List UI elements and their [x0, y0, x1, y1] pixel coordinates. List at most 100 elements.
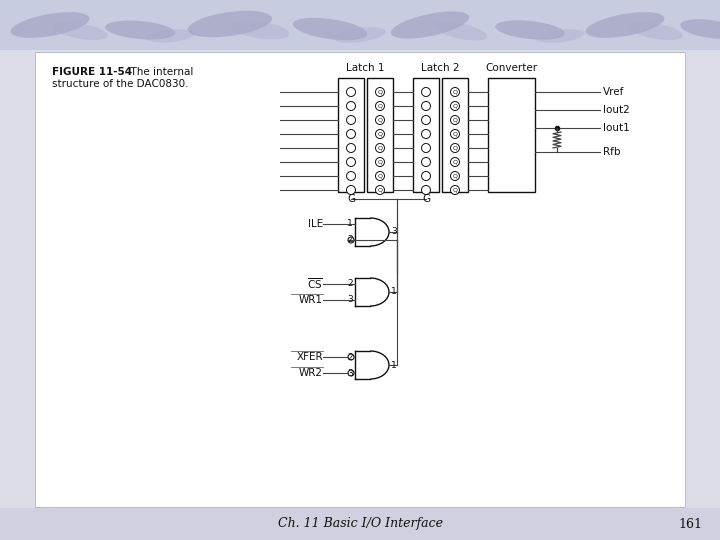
- Text: Q: Q: [377, 90, 382, 94]
- Ellipse shape: [421, 130, 431, 138]
- Text: structure of the DAC0830.: structure of the DAC0830.: [52, 79, 189, 89]
- Text: ILE: ILE: [307, 219, 323, 229]
- Text: 2: 2: [347, 280, 353, 288]
- Ellipse shape: [376, 158, 384, 166]
- Ellipse shape: [451, 144, 459, 152]
- Text: Q: Q: [452, 145, 457, 151]
- Ellipse shape: [451, 130, 459, 138]
- Ellipse shape: [11, 12, 89, 38]
- Bar: [35, 52, 685, 507]
- Ellipse shape: [451, 116, 459, 125]
- Text: 2: 2: [347, 235, 353, 245]
- Ellipse shape: [421, 158, 431, 166]
- Text: 1: 1: [391, 361, 397, 369]
- Bar: [488, 78, 535, 192]
- Ellipse shape: [719, 28, 720, 42]
- Text: Latch 2: Latch 2: [421, 63, 460, 73]
- Text: Q: Q: [377, 159, 382, 165]
- Text: WR2: WR2: [299, 368, 323, 378]
- Ellipse shape: [421, 87, 431, 97]
- Ellipse shape: [346, 144, 356, 152]
- Text: Iout1: Iout1: [603, 123, 630, 133]
- Ellipse shape: [230, 21, 289, 39]
- Text: The internal: The internal: [124, 67, 194, 77]
- Ellipse shape: [346, 87, 356, 97]
- Ellipse shape: [421, 116, 431, 125]
- Ellipse shape: [451, 172, 459, 180]
- Bar: [367, 78, 393, 192]
- Ellipse shape: [346, 102, 356, 111]
- Ellipse shape: [391, 11, 469, 38]
- Ellipse shape: [376, 172, 384, 180]
- Text: Q: Q: [377, 132, 382, 137]
- Ellipse shape: [346, 130, 356, 138]
- Ellipse shape: [627, 22, 683, 40]
- Ellipse shape: [376, 102, 384, 111]
- Text: WR1: WR1: [299, 295, 323, 305]
- Ellipse shape: [495, 21, 564, 39]
- Ellipse shape: [346, 116, 356, 125]
- Ellipse shape: [346, 186, 356, 194]
- Text: Q: Q: [377, 145, 382, 151]
- Text: FIGURE 11-54: FIGURE 11-54: [52, 67, 132, 77]
- Ellipse shape: [421, 102, 431, 111]
- Text: Q: Q: [377, 104, 382, 109]
- Text: Q: Q: [377, 173, 382, 179]
- Ellipse shape: [585, 12, 665, 38]
- Text: Q: Q: [452, 132, 457, 137]
- Ellipse shape: [421, 144, 431, 152]
- Text: 3: 3: [347, 295, 353, 305]
- Text: Ch. 11 Basic I/O Interface: Ch. 11 Basic I/O Interface: [277, 517, 443, 530]
- Ellipse shape: [346, 158, 356, 166]
- Text: $\overline{\mathrm{CS}}$: $\overline{\mathrm{CS}}$: [307, 276, 323, 292]
- Ellipse shape: [451, 87, 459, 97]
- Text: Q: Q: [452, 104, 457, 109]
- Text: Q: Q: [452, 90, 457, 94]
- Ellipse shape: [680, 19, 720, 39]
- Bar: [413, 78, 439, 192]
- Ellipse shape: [53, 22, 107, 40]
- Text: Q: Q: [452, 173, 457, 179]
- Text: Q: Q: [377, 187, 382, 192]
- Ellipse shape: [188, 11, 272, 37]
- Ellipse shape: [433, 22, 487, 40]
- Ellipse shape: [376, 116, 384, 125]
- Ellipse shape: [376, 186, 384, 194]
- Bar: [0, 508, 720, 540]
- Ellipse shape: [376, 144, 384, 152]
- Text: 3: 3: [347, 368, 353, 377]
- Ellipse shape: [421, 186, 431, 194]
- Ellipse shape: [376, 130, 384, 138]
- Circle shape: [348, 237, 354, 243]
- Text: G: G: [422, 194, 430, 204]
- Text: 1: 1: [347, 219, 353, 228]
- Text: Latch 1: Latch 1: [346, 63, 384, 73]
- Ellipse shape: [451, 158, 459, 166]
- Bar: [442, 78, 468, 192]
- Bar: [338, 78, 364, 192]
- Text: Vref: Vref: [603, 87, 624, 97]
- Bar: [0, 0, 720, 50]
- Text: Q: Q: [452, 187, 457, 192]
- Ellipse shape: [334, 27, 386, 43]
- Text: Q: Q: [377, 118, 382, 123]
- Ellipse shape: [451, 102, 459, 111]
- Text: 3: 3: [391, 227, 397, 237]
- Text: XFER: XFER: [297, 352, 323, 362]
- Ellipse shape: [376, 87, 384, 97]
- Ellipse shape: [451, 186, 459, 194]
- Text: Q: Q: [452, 118, 457, 123]
- Text: 1: 1: [391, 287, 397, 296]
- Ellipse shape: [536, 29, 585, 43]
- Ellipse shape: [105, 21, 175, 39]
- Text: Converter: Converter: [485, 63, 538, 73]
- Text: Iout2: Iout2: [603, 105, 630, 115]
- Ellipse shape: [293, 18, 367, 40]
- Circle shape: [348, 354, 354, 360]
- Text: 2: 2: [347, 353, 353, 361]
- Ellipse shape: [145, 29, 194, 43]
- Text: 161: 161: [678, 517, 702, 530]
- Ellipse shape: [346, 172, 356, 180]
- Circle shape: [348, 370, 354, 376]
- Text: G: G: [347, 194, 355, 204]
